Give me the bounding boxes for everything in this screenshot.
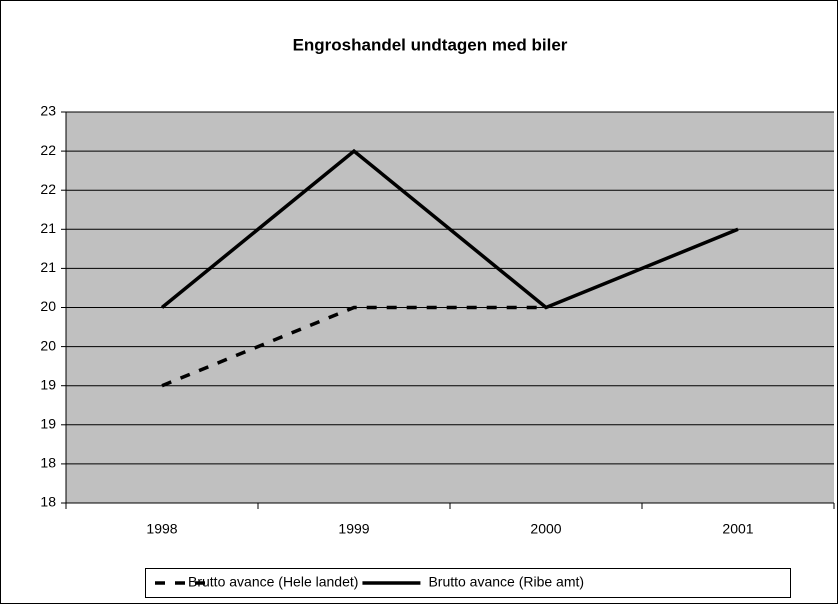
legend-label: Brutto avance (Hele landet) (188, 574, 358, 590)
data-line (161, 305, 546, 388)
y-tick-label: 21 (40, 259, 56, 275)
x-tick-label: 2000 (530, 521, 561, 537)
y-tick-label: 19 (40, 376, 56, 392)
y-tick-label: 19 (40, 416, 56, 432)
y-tick-label: 20 (40, 337, 56, 353)
y-tick-label: 21 (40, 220, 56, 236)
y-tick-label: 20 (40, 298, 56, 314)
chart-title: Engroshandel undtagen med biler (293, 35, 568, 54)
y-tick-label: 22 (40, 142, 56, 158)
x-tick-label: 2001 (722, 521, 753, 537)
data-line (160, 148, 739, 310)
legend-box (145, 568, 791, 598)
x-tick-label: 1998 (146, 521, 177, 537)
x-tick-label: 1999 (338, 521, 369, 537)
y-tick-label: 18 (40, 494, 56, 510)
y-tick-label: 23 (40, 103, 56, 119)
y-tick-label: 22 (40, 181, 56, 197)
y-tick-label: 18 (40, 455, 56, 471)
legend-label: Brutto avance (Ribe amt) (428, 574, 584, 590)
